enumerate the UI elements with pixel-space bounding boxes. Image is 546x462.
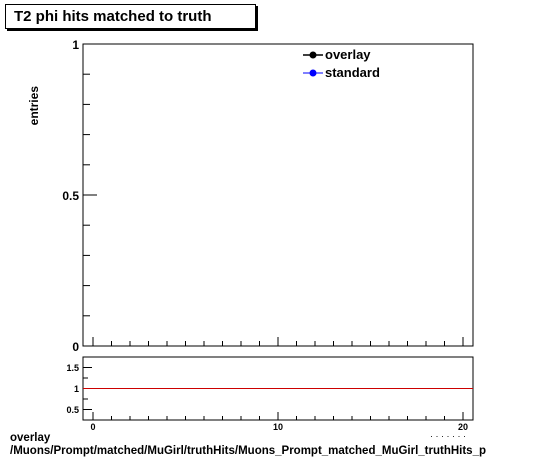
ratio-y-tick-label: 1 — [74, 384, 79, 394]
chart-title-box: T2 phi hits matched to truth — [5, 4, 256, 29]
y-tick-label: 0.5 — [62, 189, 79, 203]
ratio-x-axis-label-partial: · · · · · · · — [430, 431, 466, 441]
main-x-axis — [92, 337, 464, 346]
legend-marker-standard — [309, 69, 317, 77]
legend-entry-standard: standard — [303, 65, 380, 80]
legend-marker-overlay — [309, 51, 317, 59]
ratio-y-tick-label: 1.5 — [66, 363, 79, 373]
legend-label-standard: standard — [325, 65, 380, 80]
chart-title: T2 phi hits matched to truth — [14, 8, 212, 25]
footer-line-1: overlay — [10, 432, 51, 444]
ratio-x-tick-label: 0 — [90, 422, 95, 432]
footer-caption: overlay /Muons/Prompt/matched/MuGirl/tru… — [10, 432, 486, 458]
legend: overlay standard — [303, 47, 380, 80]
ratio-y-tick-label: 0.5 — [66, 405, 79, 415]
y-tick-label: 0 — [72, 340, 79, 354]
legend-label-overlay: overlay — [325, 47, 371, 62]
ratio-x-axis: 0 10 20 — [90, 412, 468, 432]
y-tick-label: 1 — [72, 38, 79, 52]
main-y-axis: 00.51 — [62, 38, 97, 354]
ratio-x-tick-label: 20 — [458, 422, 468, 432]
main-plot-frame — [82, 43, 474, 347]
y-axis-label: entries — [27, 86, 41, 126]
legend-entry-overlay: overlay — [303, 47, 371, 62]
ratio-x-tick-label: 10 — [273, 422, 283, 432]
footer-line-2: /Muons/Prompt/matched/MuGirl/truthHits/M… — [10, 445, 487, 457]
